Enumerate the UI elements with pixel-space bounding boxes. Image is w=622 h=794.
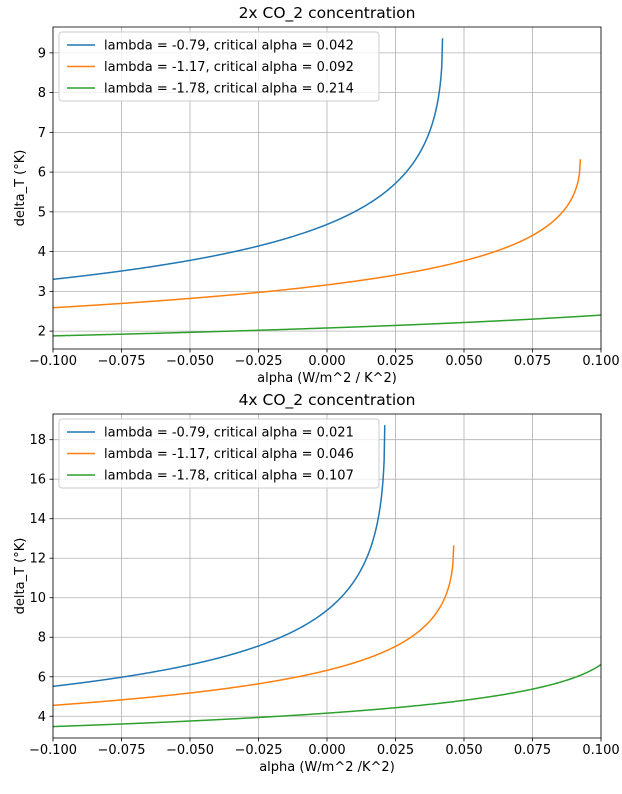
x-tick-label: −0.025	[234, 354, 282, 369]
x-axis-label: alpha (W/m^2 /K^2)	[259, 760, 395, 775]
legend: lambda = -0.79, critical alpha = 0.042 la…	[58, 31, 380, 102]
x-tick-label: −0.100	[29, 354, 77, 369]
x-tick-label: 0.025	[377, 354, 414, 369]
chart-1: −0.100 −0.075 −0.050 −0.025 0.000 0.025 0.050 0…	[13, 4, 620, 386]
x-tick-label: −0.025	[234, 743, 282, 758]
x-tick-label: 0.075	[514, 743, 551, 758]
legend-label-1: lambda = -0.79, critical alpha = 0.042	[104, 39, 354, 54]
x-tick-label: −0.100	[29, 743, 77, 758]
x-axis-label: alpha (W/m^2 / K^2)	[257, 371, 397, 386]
y-axis-label: delta_T (°K)	[13, 150, 28, 227]
legend-label-3: lambda = -1.78, critical alpha = 0.107	[104, 469, 354, 484]
y-tick-label: 14	[29, 512, 46, 527]
x-tick-label: 0.000	[308, 743, 345, 758]
series-line-2	[52, 159, 582, 309]
y-tick-label: 10	[29, 591, 46, 606]
x-tick-label: 0.000	[308, 354, 345, 369]
x-tick-label: 0.100	[582, 354, 619, 369]
x-tick-label: 0.050	[445, 354, 482, 369]
y-tick-label: 6	[38, 670, 46, 685]
y-tick-label: 9	[38, 46, 46, 61]
legend-label-1: lambda = -0.79, critical alpha = 0.021	[104, 426, 354, 441]
x-tick-label: 0.050	[445, 743, 482, 758]
y-tick-label: 7	[38, 126, 46, 141]
chart-title: 2x CO_2 concentration	[239, 4, 416, 23]
y-tick-label: 18	[29, 433, 46, 448]
y-tick-label: 2	[38, 325, 46, 340]
legend-label-2: lambda = -1.17, critical alpha = 0.092	[104, 60, 354, 75]
y-tick-label: 5	[38, 205, 46, 220]
chart-title: 4x CO_2 concentration	[239, 391, 416, 410]
y-tick-label: 8	[38, 86, 46, 101]
series-line-3	[52, 663, 602, 728]
y-tick-label: 3	[38, 285, 46, 300]
x-tick-label: 0.025	[377, 743, 414, 758]
x-tick-label: 0.100	[582, 743, 619, 758]
x-tick-label: −0.075	[97, 743, 145, 758]
x-tick-label: −0.050	[166, 354, 214, 369]
x-tick-label: −0.075	[97, 354, 145, 369]
x-tick-label: −0.050	[166, 743, 214, 758]
y-tick-label: 6	[38, 166, 46, 181]
y-tick-label: 4	[38, 710, 46, 725]
legend-label-2: lambda = -1.17, critical alpha = 0.046	[104, 447, 354, 462]
x-tick-label: 0.075	[514, 354, 551, 369]
legend-box	[58, 31, 380, 102]
y-tick-label: 8	[38, 631, 46, 646]
y-tick-label: 16	[29, 473, 46, 488]
series-line-2	[52, 545, 455, 707]
legend-label-3: lambda = -1.78, critical alpha = 0.214	[104, 82, 354, 97]
y-tick-label: 4	[38, 245, 46, 260]
y-axis-label: delta_T (°K)	[13, 538, 28, 615]
chart-2: −0.100 −0.075 −0.050 −0.025 0.000 0.025 0.050 0…	[13, 391, 620, 775]
series-line-1	[52, 425, 386, 688]
legend-box	[58, 418, 380, 489]
series-line-1	[52, 38, 444, 281]
y-tick-label: 12	[29, 552, 46, 567]
series-line-3	[52, 314, 602, 337]
legend: lambda = -0.79, critical alpha = 0.021 la…	[58, 418, 380, 489]
